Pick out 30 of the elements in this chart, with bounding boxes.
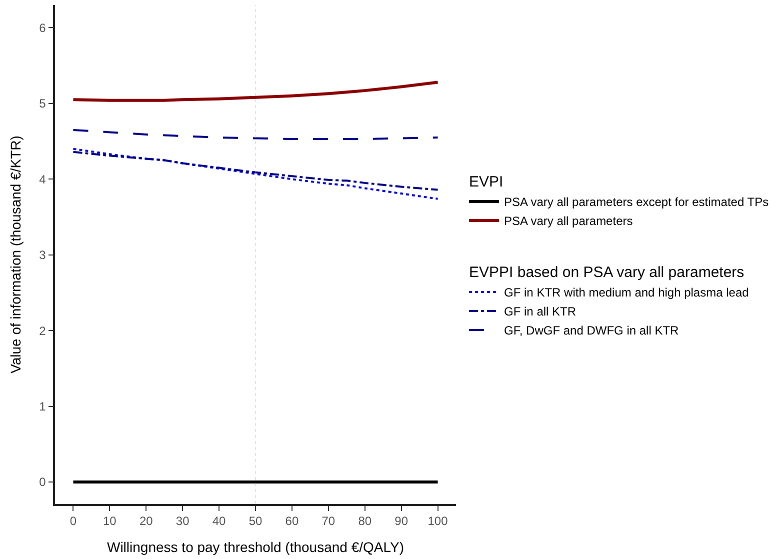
y-tick-label: 6 bbox=[39, 20, 46, 35]
y-tick-label: 0 bbox=[39, 475, 46, 490]
line-series bbox=[72, 148, 439, 200]
y-tick-label: 5 bbox=[39, 96, 46, 111]
y-axis-title: Value of information (thousand €/KTR) bbox=[7, 136, 24, 374]
x-tick-label: 90 bbox=[394, 514, 408, 528]
line-series bbox=[72, 150, 439, 191]
x-tick-label: 60 bbox=[285, 514, 299, 528]
y-tick-label: 2 bbox=[39, 324, 46, 338]
y-tick-label: 4 bbox=[39, 172, 46, 186]
text: EVPI bbox=[469, 174, 504, 191]
legend-label: PSA vary all parameters except for estimated TPs bbox=[504, 195, 769, 210]
x-tick-label: 30 bbox=[176, 514, 190, 528]
text: EVPPI based on PSA vary all parameters bbox=[469, 264, 744, 282]
x-tick-label: 20 bbox=[139, 514, 154, 528]
legend-label: GF in all KTR bbox=[504, 304, 576, 319]
x-tick-label: 80 bbox=[358, 514, 372, 528]
legend-label: GF, DwGF and DWFG in all KTR bbox=[504, 324, 680, 338]
y-tick-label: 3 bbox=[39, 248, 46, 262]
x-tick-label: 50 bbox=[248, 514, 262, 528]
x-tick-label: 0 bbox=[70, 514, 77, 528]
line-series bbox=[72, 80, 440, 102]
x-tick-label: 10 bbox=[103, 514, 117, 528]
x-tick-label: 40 bbox=[212, 514, 226, 528]
y-tick-label: 1 bbox=[39, 400, 46, 414]
x-tick-label: 100 bbox=[428, 514, 448, 528]
x-tick-label: 70 bbox=[322, 514, 336, 528]
legend-label: PSA vary all parameters bbox=[504, 214, 633, 228]
legend-label: GF in KTR with medium and high plasma lead bbox=[504, 286, 749, 300]
x-axis-title: Willingness to pay threshold (thousand €/QALY) bbox=[106, 538, 404, 555]
